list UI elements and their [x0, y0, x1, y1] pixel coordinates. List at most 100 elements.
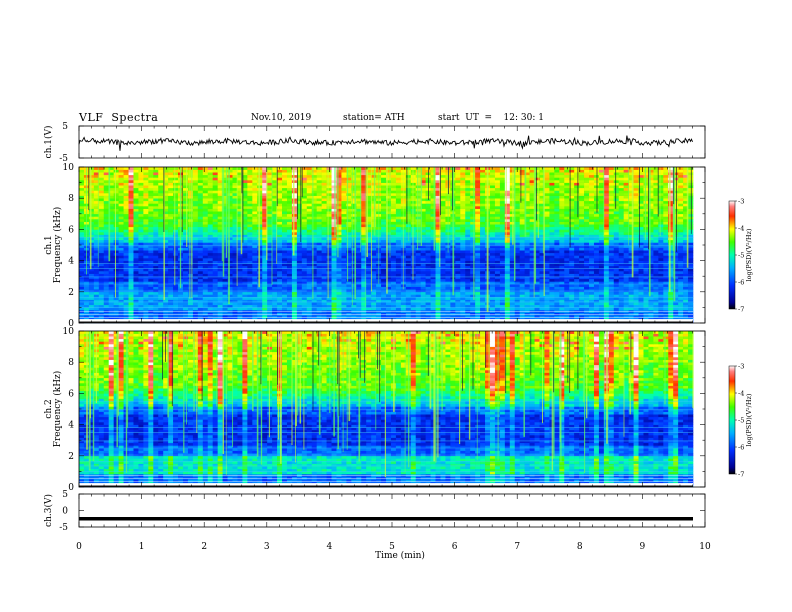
spectrogram-cell — [316, 302, 322, 306]
spectrogram-cell — [480, 304, 486, 308]
spectrogram-cell — [217, 252, 223, 256]
spectrogram-cell — [480, 239, 486, 243]
spectrogram-cell — [579, 239, 585, 243]
spectrogram-cell — [277, 304, 283, 308]
spectrogram-cell — [356, 268, 362, 272]
spectrogram-cell — [678, 242, 684, 246]
spectrogram-cell — [494, 260, 501, 264]
spectrogram-cell — [341, 226, 347, 230]
spectrogram-cell — [267, 302, 273, 306]
spectrogram-cell — [569, 229, 575, 233]
spectrogram-cell — [301, 291, 308, 295]
spectrogram-cell — [331, 304, 337, 308]
spectrogram-cell — [415, 312, 421, 316]
spectrogram-cell — [663, 229, 669, 233]
spectrogram-cell — [366, 312, 372, 316]
spectrogram-cell — [311, 281, 317, 285]
spectrogram-cell — [524, 229, 530, 233]
spectrogram-cell — [346, 299, 352, 303]
spectrogram-cell — [628, 221, 634, 225]
spectrogram-cell — [128, 284, 134, 287]
spectrogram-cell — [544, 286, 550, 290]
spectrogram-cell — [460, 239, 466, 243]
spectrogram-cell — [589, 226, 595, 230]
spectrogram-cell — [603, 242, 610, 246]
spectrogram-cell — [683, 291, 689, 295]
spectrogram-cell — [79, 312, 85, 316]
spectrogram-cell — [282, 234, 288, 238]
spectrogram-cell — [420, 286, 426, 290]
spectrogram-cell — [643, 234, 649, 238]
spectrogram-cell — [504, 237, 511, 241]
spectrogram-cell — [173, 260, 179, 264]
spectrogram-cell — [648, 260, 654, 264]
spectrogram-cell — [480, 284, 486, 287]
spectrogram-cell — [232, 263, 238, 267]
spectrogram-cell — [688, 232, 694, 235]
spectrogram-cell — [143, 304, 149, 308]
spectrogram-cell — [559, 284, 565, 287]
spectrogram-cell — [83, 281, 90, 285]
spectrogram-cell — [158, 268, 164, 272]
spectrogram-cell — [480, 242, 486, 246]
spectrogram-cell — [212, 258, 218, 261]
spectrogram-cell — [529, 302, 535, 306]
spectrogram-cell — [158, 263, 164, 267]
spectrogram-cell — [158, 260, 164, 264]
spectrogram-cell — [633, 307, 639, 311]
spectrogram-cell — [509, 307, 516, 311]
spectrogram-cell — [371, 271, 377, 274]
spectrogram-cell — [519, 252, 525, 256]
spectrogram-cell — [232, 284, 238, 287]
spectrogram-cell — [237, 291, 243, 295]
spectrogram-cell — [361, 252, 367, 256]
spectrogram-cell — [163, 234, 169, 238]
spectrogram-cell — [267, 260, 273, 264]
spectrogram-cell — [88, 284, 95, 287]
spectrogram-cell — [430, 221, 436, 225]
spectrogram-cell — [103, 271, 110, 274]
spectrogram-cell — [311, 304, 317, 308]
spectrogram-cell — [618, 294, 624, 298]
spectrogram-cell — [381, 224, 387, 228]
spectrogram-cell — [301, 239, 308, 243]
spectrogram-cell — [544, 278, 550, 282]
spectrogram-cell — [282, 286, 288, 290]
spectrogram-cell — [470, 268, 476, 272]
spectrogram-cell — [83, 278, 90, 282]
spectrogram-cell — [564, 245, 570, 248]
spectrogram-cell — [341, 302, 347, 306]
spectrogram-cell — [207, 252, 213, 256]
spectrogram-cell — [212, 221, 218, 225]
spectrogram-cell — [232, 278, 238, 282]
spectrogram-cell — [163, 271, 169, 274]
spectrogram-cell — [445, 307, 451, 311]
spectrogram-cell — [554, 252, 560, 256]
spectrogram-cell — [638, 315, 644, 319]
spectrogram-cell — [544, 234, 550, 238]
spectrogram-cell — [128, 297, 134, 300]
spectrogram-cell — [559, 307, 565, 311]
spectrogram-cell — [103, 276, 110, 280]
spectrogram-cell — [381, 304, 387, 308]
spectrogram-cell — [371, 265, 377, 269]
spectrogram-cell — [336, 289, 342, 293]
spectrogram-cell — [182, 281, 189, 285]
spectrogram-cell — [598, 278, 605, 282]
spectrogram-cell — [504, 263, 511, 267]
spectrogram-cell — [489, 278, 496, 282]
spectrogram-cell — [678, 302, 684, 306]
spectrogram-cell — [128, 289, 134, 293]
spectrogram-cell — [465, 281, 471, 285]
spectrogram-cell — [499, 232, 506, 235]
spectrogram-cell — [633, 219, 639, 222]
spectrogram-cell — [133, 255, 139, 259]
spectrogram-cell — [133, 263, 139, 267]
spectrogram-cell — [267, 271, 273, 274]
spectrogram-cell — [93, 294, 100, 298]
spectrogram-cell — [579, 258, 585, 261]
spectrogram-cell — [574, 219, 580, 222]
spectrogram-cell — [252, 299, 258, 303]
spectrogram-cell — [336, 299, 342, 303]
spectrogram-cell — [371, 286, 377, 290]
